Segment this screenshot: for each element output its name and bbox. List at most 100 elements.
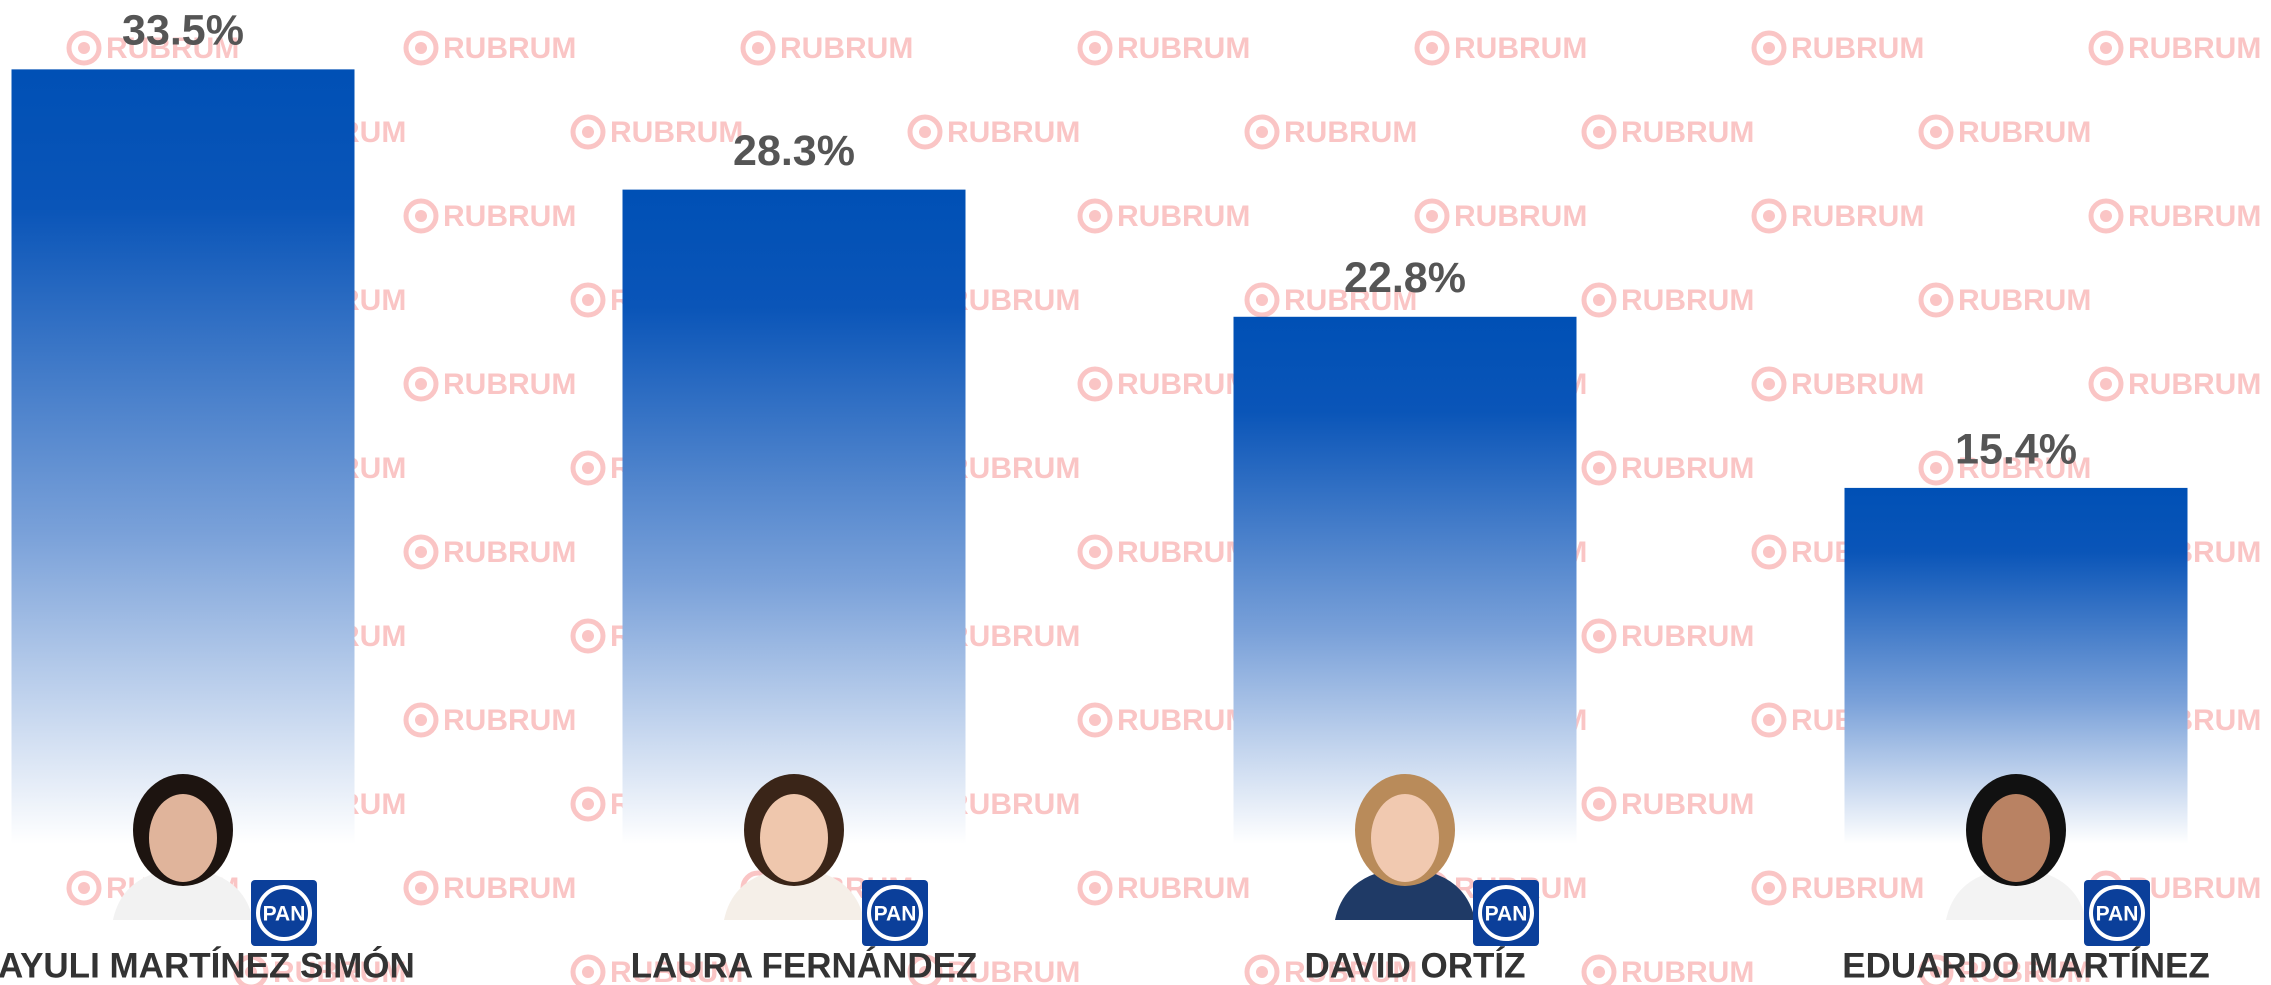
watermark-text: RUBRUM [1284,116,1417,149]
watermark-icon-dot [1593,630,1605,642]
watermark-text: RUBRUM [947,788,1080,821]
watermark: RUBRUM [1754,368,1924,401]
watermark: RUBRUM [406,704,576,737]
watermark: RUBRUM [1080,704,1250,737]
photo-face [1371,794,1439,882]
watermark-icon-dot [1593,126,1605,138]
watermark-icon-dot [2100,42,2112,54]
value-label: 15.4% [1955,425,2077,473]
watermark-icon-dot [1089,42,1101,54]
watermark-icon-dot [1089,714,1101,726]
bar [1234,317,1577,844]
watermark-text: RUBRUM [1117,536,1250,569]
watermark-text: RUBRUM [780,32,913,65]
watermark: RUBRUM [1754,32,1924,65]
watermark-icon-dot [1593,966,1605,978]
watermark-text: RUBRUM [1791,32,1924,65]
watermark: RUBRUM [1080,536,1250,569]
watermark-text: RUBRUM [1454,200,1587,233]
watermark-text: RUBRUM [947,116,1080,149]
watermark: RUBRUM [1584,956,1754,985]
watermark: RUBRUM [406,200,576,233]
watermark-text: RUBRUM [443,32,576,65]
watermark-text: RUBRUM [443,536,576,569]
party-label: PAN [2096,903,2139,926]
watermark: RUBRUM [1754,200,1924,233]
watermark-icon-dot [415,714,427,726]
watermark: RUBRUM [910,116,1080,149]
watermark: RUBRUM [1080,200,1250,233]
watermark-icon-dot [78,882,90,894]
watermark-text: RUBRUM [443,368,576,401]
watermark: RUBRUM [1584,284,1754,317]
watermark-text: RUBRUM [1958,116,2091,149]
watermark-text: RUBRUM [1958,284,2091,317]
watermark-text: RUBRUM [1117,872,1250,905]
watermark-text: RUBRUM [1621,956,1754,985]
watermark-text: RUBRUM [2128,200,2261,233]
watermark-text: RUBRUM [2128,368,2261,401]
watermark-icon-dot [1256,126,1268,138]
category-label: EDUARDO MARTÍNEZ [1842,945,2209,985]
watermark-text: RUBRUM [1117,704,1250,737]
watermark: RUBRUM [1921,284,2091,317]
watermark-icon-dot [582,126,594,138]
category-label: AYULI MARTÍNEZ SIMÓN [0,945,415,985]
photo-face [1982,794,2050,882]
watermark: RUBRUM [573,116,743,149]
watermark-icon-dot [1763,714,1775,726]
watermark: RUBRUM [1921,116,2091,149]
watermark-text: RUBRUM [1621,620,1754,653]
watermark-icon-dot [1426,42,1438,54]
party-label: PAN [874,903,917,926]
value-label: 33.5% [122,7,244,55]
bar [12,69,355,844]
watermark-text: RUBRUM [1791,200,1924,233]
watermark-text: RUBRUM [443,200,576,233]
watermark-icon-dot [1593,294,1605,306]
chart: RUBRUM RUBRUM RUBRUM RUBRUM RUBRUM RUBRUM RUBR… [0,0,2271,985]
watermark-icon-dot [1763,546,1775,558]
watermark-icon-dot [415,210,427,222]
value-label: 28.3% [733,127,855,175]
watermark-icon-dot [1089,882,1101,894]
watermark-icon-dot [1089,378,1101,390]
watermark: RUBRUM [1080,368,1250,401]
watermark-icon-dot [1593,462,1605,474]
watermark: RUBRUM [1584,788,1754,821]
watermark-text: RUBRUM [1117,32,1250,65]
watermark-icon-dot [582,462,594,474]
watermark-icon-dot [1763,42,1775,54]
watermark-icon-dot [582,798,594,810]
party-label: PAN [1485,903,1528,926]
watermark: RUBRUM [1417,32,1587,65]
category-label: DAVID ORTÍZ [1304,945,1525,985]
watermark-icon-dot [78,42,90,54]
watermark-icon-dot [1593,798,1605,810]
watermark-icon-dot [415,546,427,558]
watermark: RUBRUM [406,536,576,569]
watermark-text: RUBRUM [947,620,1080,653]
watermark-text: RUBRUM [2128,32,2261,65]
watermark-icon-dot [1930,294,1942,306]
watermark-icon-dot [415,882,427,894]
watermark: RUBRUM [1080,32,1250,65]
watermark-text: RUBRUM [1454,32,1587,65]
watermark-icon-dot [1089,546,1101,558]
watermark: RUBRUM [406,32,576,65]
page: RUBRUM RUBRUM RUBRUM RUBRUM RUBRUM RUBRUM RUBR… [0,0,2271,985]
watermark-icon-dot [2100,378,2112,390]
party-label: PAN [263,903,306,926]
watermark-text: RUBRUM [1117,200,1250,233]
watermark: RUBRUM [1417,200,1587,233]
watermark-text: RUBRUM [1117,368,1250,401]
watermark-icon-dot [1763,210,1775,222]
watermark: RUBRUM [406,872,576,905]
watermark: RUBRUM [1584,116,1754,149]
watermark: RUBRUM [2091,32,2261,65]
watermark: RUBRUM [406,368,576,401]
bar [623,190,966,844]
watermark-icon-dot [752,42,764,54]
watermark: RUBRUM [743,32,913,65]
watermark: RUBRUM [1080,872,1250,905]
